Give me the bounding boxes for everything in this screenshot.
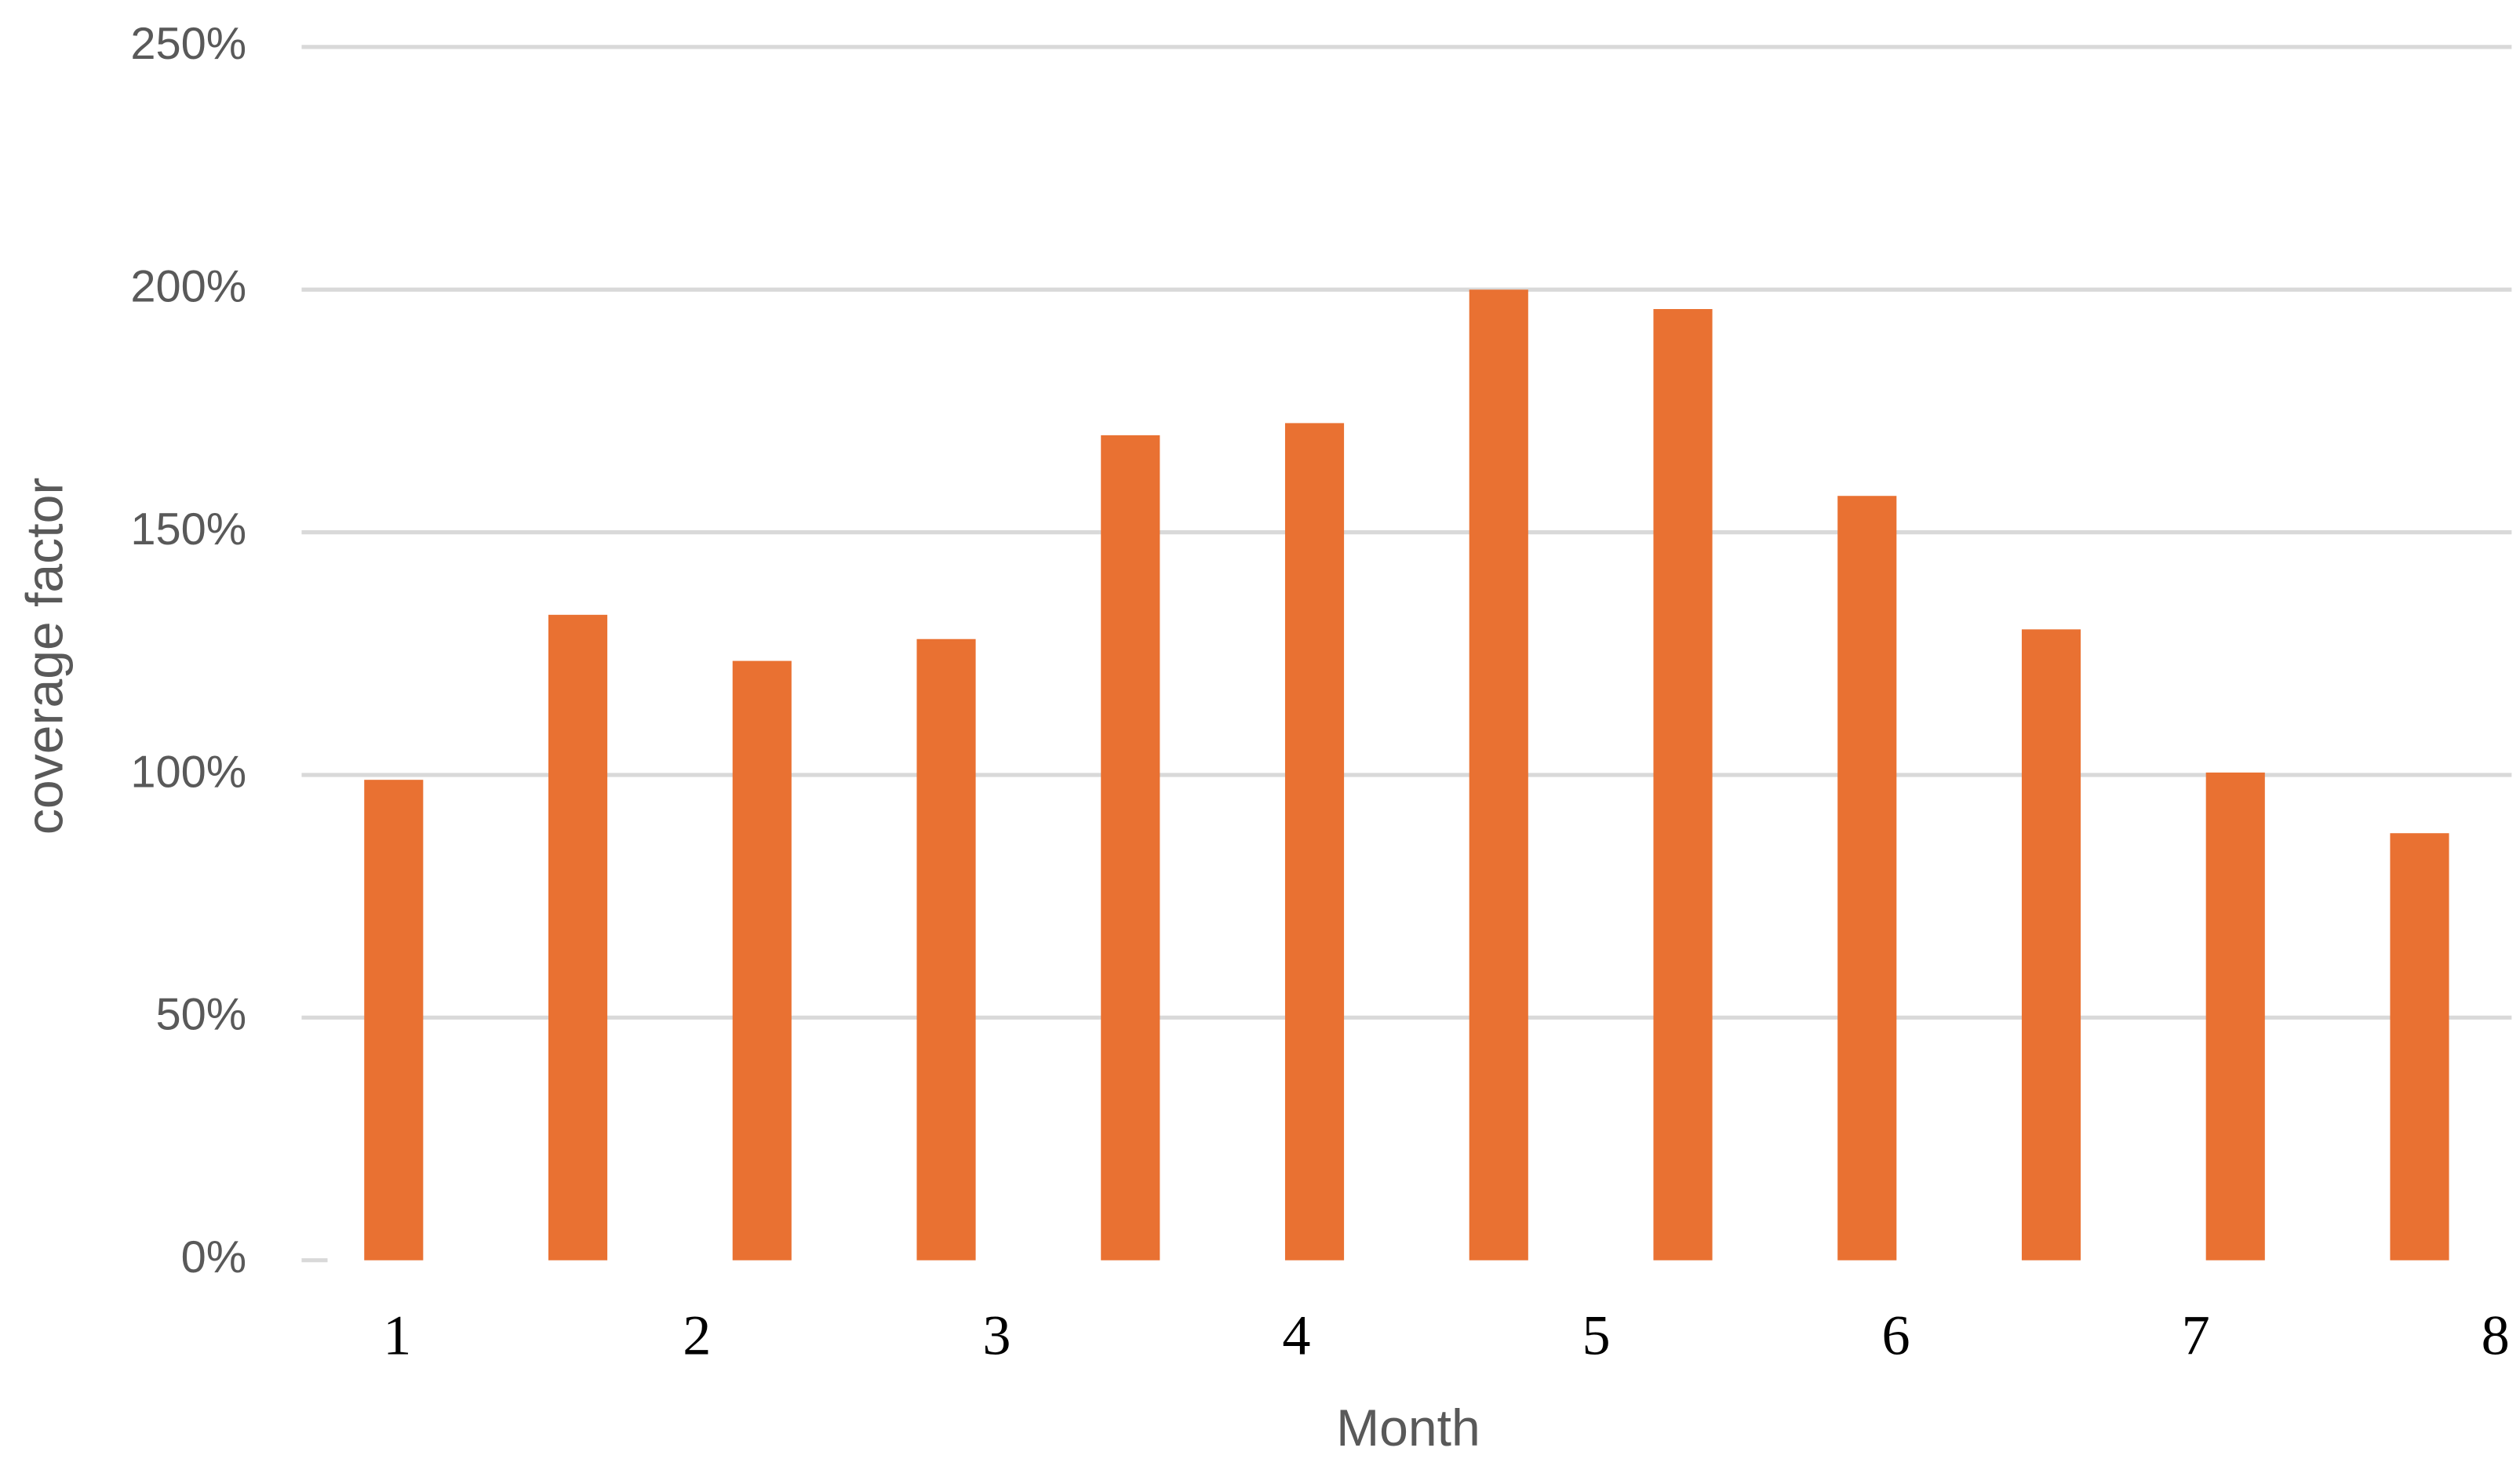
y-tick-label: 50% [156,990,247,1040]
bar [2205,772,2265,1260]
bar [364,780,424,1260]
bar [916,638,976,1260]
x-axis-title: Month [1336,1399,1480,1457]
bar [1101,435,1160,1260]
bar [2021,629,2081,1260]
bar [1284,423,1345,1260]
bar [1653,309,1713,1260]
x-tick-label: 5 [1582,1304,1610,1367]
y-tick-label: 0% [181,1232,247,1282]
y-tick-label: 250% [130,19,246,69]
x-tick-label: 6 [1882,1304,1910,1367]
y-tick-label: 100% [130,747,246,797]
y-tick-label: 200% [130,262,246,312]
x-tick-label: 8 [2482,1304,2510,1367]
x-tick-label: 4 [1282,1304,1310,1367]
y-axis-title: coverage factor [16,478,75,835]
bar [1837,496,1897,1260]
bar [1469,289,1528,1260]
x-tick-label: 2 [683,1304,711,1367]
y-tick-label: 150% [130,504,246,555]
x-tick-label: 1 [383,1304,411,1367]
x-tick-label: 7 [2182,1304,2210,1367]
bar [548,614,608,1260]
x-tick-label: 3 [982,1304,1011,1367]
bar [2390,833,2449,1260]
bar [732,660,792,1260]
